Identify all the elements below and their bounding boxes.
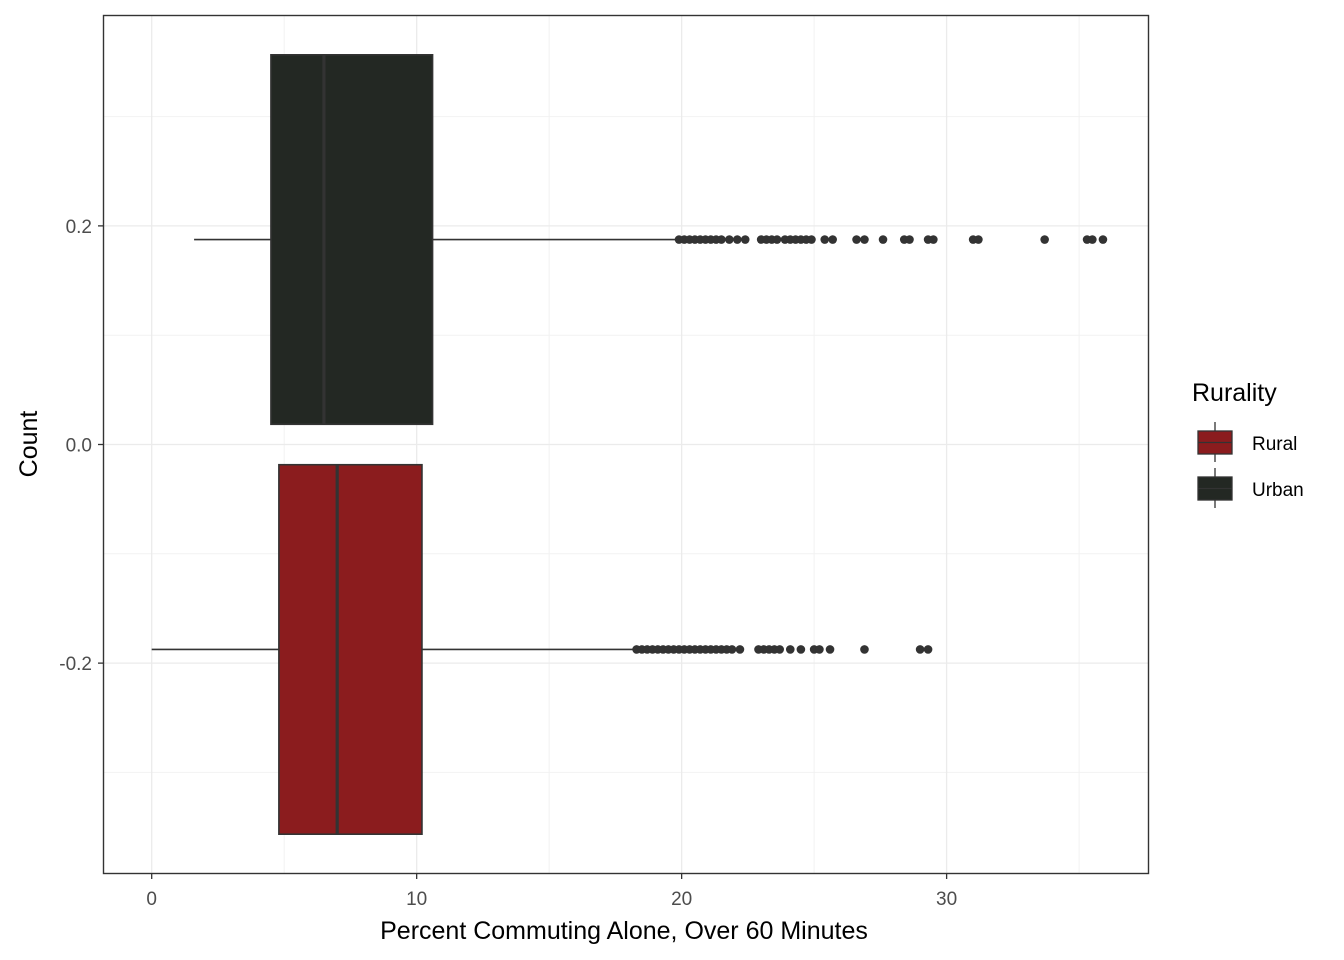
outlier-point-rural [727, 645, 737, 654]
outlier-point-urban [905, 235, 914, 244]
boxes-layer [151, 54, 1108, 835]
outlier-point-rural [815, 645, 824, 654]
outlier-point-rural [775, 645, 784, 654]
outlier-point-urban [1088, 235, 1097, 244]
legend-entry-rural: Rural [1197, 422, 1297, 462]
x-tick-label: 20 [671, 889, 692, 910]
outlier-point-rural [860, 645, 869, 654]
outlier-point-urban [732, 235, 742, 244]
legend-entry-urban: Urban [1197, 468, 1304, 508]
x-tick-label: 30 [936, 889, 957, 910]
y-tick-label: 0.0 [66, 436, 92, 457]
box-group-urban [194, 54, 1108, 426]
legend-title: Rurality [1192, 379, 1277, 407]
outlier-point-rural [923, 645, 933, 654]
grid-major-lines [104, 16, 1148, 873]
outlier-point-urban [852, 235, 861, 244]
outlier-point-urban [725, 235, 734, 244]
outlier-point-rural [825, 645, 835, 654]
outlier-point-urban [828, 235, 837, 244]
box-iqr-urban [270, 54, 434, 426]
outlier-point-rural [915, 645, 925, 654]
box-group-rural [151, 463, 933, 835]
y-axis-title: Count [15, 411, 43, 478]
outlier-point-rural [785, 645, 795, 654]
outlier-point-rural [796, 645, 806, 654]
x-tick-label: 10 [406, 889, 427, 910]
outlier-point-urban [772, 235, 782, 244]
x-tick-label: 0 [146, 889, 157, 910]
legend-label-rural: Rural [1252, 434, 1297, 455]
legend: Rurality Rural Urban [1192, 379, 1304, 508]
outlier-point-urban [860, 235, 869, 244]
y-tick-label: 0.2 [66, 217, 92, 238]
y-tick-label: -0.2 [59, 654, 92, 675]
outlier-point-urban [807, 235, 816, 244]
outlier-point-urban [717, 235, 726, 244]
outlier-point-urban [740, 235, 750, 244]
outlier-point-urban [1098, 235, 1108, 244]
outlier-point-urban [929, 235, 938, 244]
outlier-point-urban [878, 235, 888, 244]
y-axis: -0.2 0.0 0.2 [59, 217, 104, 675]
outlier-point-urban [820, 235, 830, 244]
x-axis-title: Percent Commuting Alone, Over 60 Minutes [380, 917, 868, 945]
box-iqr-rural [278, 463, 423, 835]
outlier-point-urban [974, 235, 983, 244]
legend-label-urban: Urban [1252, 480, 1304, 501]
outlier-point-urban [1040, 235, 1049, 244]
x-axis: 0 10 20 30 [146, 873, 957, 910]
outlier-point-rural [735, 645, 745, 654]
